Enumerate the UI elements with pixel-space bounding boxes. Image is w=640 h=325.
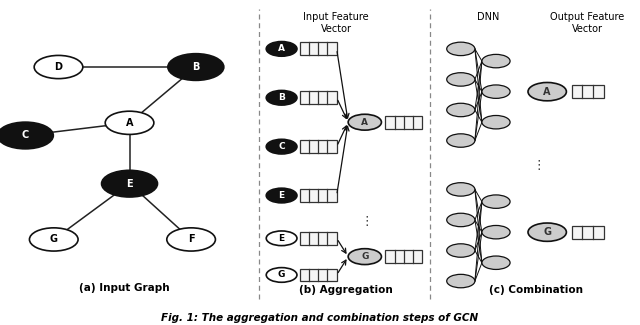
Text: G: G: [543, 227, 551, 237]
Text: (a) Input Graph: (a) Input Graph: [79, 283, 170, 293]
Text: Input Feature
Vector: Input Feature Vector: [303, 12, 369, 34]
Circle shape: [482, 195, 510, 208]
Circle shape: [105, 111, 154, 135]
Text: A: A: [278, 45, 285, 53]
Text: (c) Combination: (c) Combination: [490, 285, 583, 295]
Text: D: D: [54, 62, 63, 72]
Bar: [572, 226, 604, 239]
Circle shape: [34, 56, 83, 79]
Text: A: A: [126, 118, 133, 128]
Bar: [300, 268, 337, 281]
Bar: [300, 91, 337, 104]
Text: E: E: [126, 179, 133, 189]
Text: B: B: [192, 62, 200, 72]
Text: A: A: [362, 118, 368, 127]
Circle shape: [266, 139, 297, 154]
Circle shape: [447, 183, 475, 196]
Circle shape: [482, 54, 510, 68]
Bar: [385, 116, 422, 129]
Bar: [572, 85, 604, 98]
Circle shape: [266, 231, 297, 246]
Circle shape: [447, 42, 475, 56]
Text: B: B: [278, 93, 285, 102]
Text: Output Feature
Vector: Output Feature Vector: [550, 12, 625, 34]
Circle shape: [482, 256, 510, 269]
Circle shape: [266, 42, 297, 56]
Text: F: F: [188, 234, 195, 244]
Circle shape: [102, 170, 157, 197]
Text: DNN: DNN: [477, 12, 499, 22]
Circle shape: [168, 54, 224, 80]
Text: (b) Aggregation: (b) Aggregation: [299, 285, 392, 295]
Circle shape: [266, 90, 297, 105]
Circle shape: [528, 223, 566, 241]
Bar: [300, 189, 337, 202]
Circle shape: [266, 267, 297, 282]
Circle shape: [348, 114, 381, 130]
Text: G: G: [361, 252, 369, 261]
Text: E: E: [278, 234, 285, 243]
Text: A: A: [543, 87, 551, 97]
Circle shape: [447, 134, 475, 147]
Circle shape: [447, 274, 475, 288]
Circle shape: [447, 103, 475, 117]
Circle shape: [482, 226, 510, 239]
Text: E: E: [278, 191, 285, 200]
Bar: [300, 140, 337, 153]
Text: G: G: [50, 234, 58, 244]
Bar: [385, 250, 422, 263]
Circle shape: [447, 244, 475, 257]
Text: G: G: [278, 270, 285, 280]
Text: $\vdots$: $\vdots$: [360, 214, 369, 228]
Circle shape: [482, 115, 510, 129]
Text: Fig. 1: The aggregation and combination steps of GCN: Fig. 1: The aggregation and combination …: [161, 313, 479, 323]
Circle shape: [29, 228, 78, 251]
Text: C: C: [22, 131, 29, 140]
Circle shape: [528, 83, 566, 101]
Circle shape: [482, 85, 510, 98]
Circle shape: [447, 213, 475, 227]
Circle shape: [348, 249, 381, 265]
Bar: [300, 232, 337, 245]
Circle shape: [447, 73, 475, 86]
Text: C: C: [278, 142, 285, 151]
Circle shape: [167, 228, 216, 251]
Bar: [300, 43, 337, 55]
Circle shape: [0, 122, 53, 149]
Circle shape: [266, 188, 297, 203]
Text: $\vdots$: $\vdots$: [532, 158, 541, 172]
